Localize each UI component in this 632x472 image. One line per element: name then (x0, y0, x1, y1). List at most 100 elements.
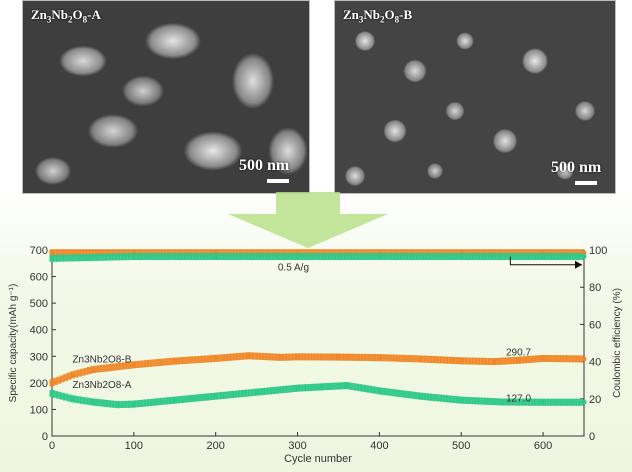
series-marker (235, 390, 241, 398)
series-marker (232, 390, 238, 398)
series-marker (206, 249, 212, 257)
series-marker (327, 253, 333, 261)
data-point (213, 254, 219, 260)
series-marker (56, 391, 62, 399)
series-marker (546, 253, 552, 261)
series-marker (490, 398, 496, 406)
series-marker (128, 253, 134, 261)
series-marker (465, 253, 471, 261)
series-marker (324, 253, 330, 261)
series-marker (363, 253, 369, 261)
series-marker (363, 385, 369, 393)
series-marker (323, 353, 329, 361)
series-marker (553, 398, 559, 406)
series-marker (56, 376, 62, 384)
series-marker (206, 253, 212, 261)
series-marker (124, 400, 130, 408)
series-marker (252, 253, 258, 261)
series-marker (144, 253, 150, 261)
series-marker (367, 253, 373, 261)
series-marker (411, 391, 417, 399)
series-marker (223, 354, 229, 362)
series-marker (442, 249, 448, 257)
series-marker (143, 360, 149, 368)
scale-text-b: 500 nm (551, 159, 602, 176)
data-point (540, 399, 546, 405)
series-marker (361, 353, 367, 361)
series-marker (216, 392, 222, 400)
series-marker (497, 357, 503, 365)
series-marker (285, 353, 291, 361)
series-marker (559, 249, 565, 257)
series-marker (184, 395, 190, 403)
series-marker (360, 253, 366, 261)
series-marker (106, 364, 112, 372)
data-point (69, 396, 75, 402)
series-marker (317, 353, 323, 361)
series-marker (278, 249, 284, 257)
data-point (131, 254, 137, 260)
series-marker (76, 369, 82, 377)
series-marker (298, 249, 304, 257)
series-marker (534, 398, 540, 406)
series-marker (350, 383, 356, 391)
series-marker (575, 249, 581, 257)
series-marker (265, 353, 271, 361)
series-marker (360, 249, 366, 257)
series-marker (313, 383, 319, 391)
series-marker (206, 393, 212, 401)
series-marker (269, 387, 275, 395)
series-marker (389, 354, 395, 362)
series-marker (114, 249, 120, 257)
series-marker (273, 386, 279, 394)
scale-bar-a (267, 179, 289, 183)
y-left-tick-label: 600 (30, 272, 48, 284)
series-marker (285, 249, 291, 257)
series-marker (435, 249, 441, 257)
series-marker (534, 355, 540, 363)
series-marker (252, 352, 258, 360)
sem-label-b: Zn3Nb2O8-B (343, 7, 413, 25)
series-marker (445, 253, 451, 261)
series-marker (340, 249, 346, 257)
sem-label-a: Zn3Nb2O8-A (31, 7, 101, 25)
series-marker (164, 249, 170, 257)
scale-text-a: 500 nm (239, 157, 290, 174)
series-marker (291, 353, 297, 361)
series-marker (572, 249, 578, 257)
series-marker (406, 253, 412, 261)
series-marker (556, 253, 562, 261)
series-marker (272, 249, 278, 257)
series-marker (301, 384, 307, 392)
data-point (319, 384, 325, 390)
series-marker (524, 249, 530, 257)
series-marker (370, 253, 376, 261)
series-marker (75, 249, 81, 257)
series-marker (565, 355, 571, 363)
series-marker (575, 253, 581, 261)
series-marker (66, 394, 72, 402)
series-marker (156, 398, 162, 406)
series-marker (471, 249, 477, 257)
series-marker (262, 249, 268, 257)
series-marker (105, 249, 111, 257)
series-marker (556, 355, 562, 363)
x-tick-label: 400 (370, 440, 388, 452)
right-axis-arrow (509, 256, 582, 266)
series-marker (206, 355, 212, 363)
series-marker (156, 358, 162, 366)
series-marker (154, 253, 160, 261)
series-marker (478, 249, 484, 257)
series-marker (187, 249, 193, 257)
y-right-axis-label: Coulombic efficiency (%) (612, 288, 623, 398)
series-marker (162, 358, 168, 366)
series-marker (121, 253, 127, 261)
series-marker (550, 398, 556, 406)
series-marker (509, 357, 515, 365)
series-marker (553, 355, 559, 363)
series-marker (121, 362, 127, 370)
series-marker (481, 249, 487, 257)
series-marker (232, 253, 238, 261)
series-marker (301, 253, 307, 261)
series-marker (181, 395, 187, 403)
